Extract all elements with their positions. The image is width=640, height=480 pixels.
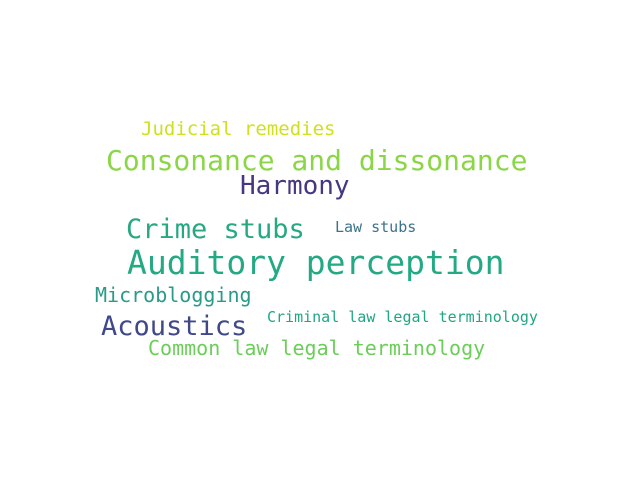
word-judicial-remedies: Judicial remedies xyxy=(141,118,336,140)
word-auditory-perception: Auditory perception xyxy=(127,243,505,282)
word-law-stubs: Law stubs xyxy=(335,218,417,236)
word-criminal-law-legal-terminology: Criminal law legal terminology xyxy=(267,308,538,326)
word-common-law-legal-terminology: Common law legal terminology xyxy=(148,336,486,360)
word-crime-stubs: Crime stubs xyxy=(126,214,305,245)
word-microblogging: Microblogging xyxy=(95,283,252,307)
word-consonance-and-dissonance: Consonance and dissonance xyxy=(106,144,528,177)
word-acoustics: Acoustics xyxy=(101,311,248,342)
word-harmony: Harmony xyxy=(240,171,350,201)
